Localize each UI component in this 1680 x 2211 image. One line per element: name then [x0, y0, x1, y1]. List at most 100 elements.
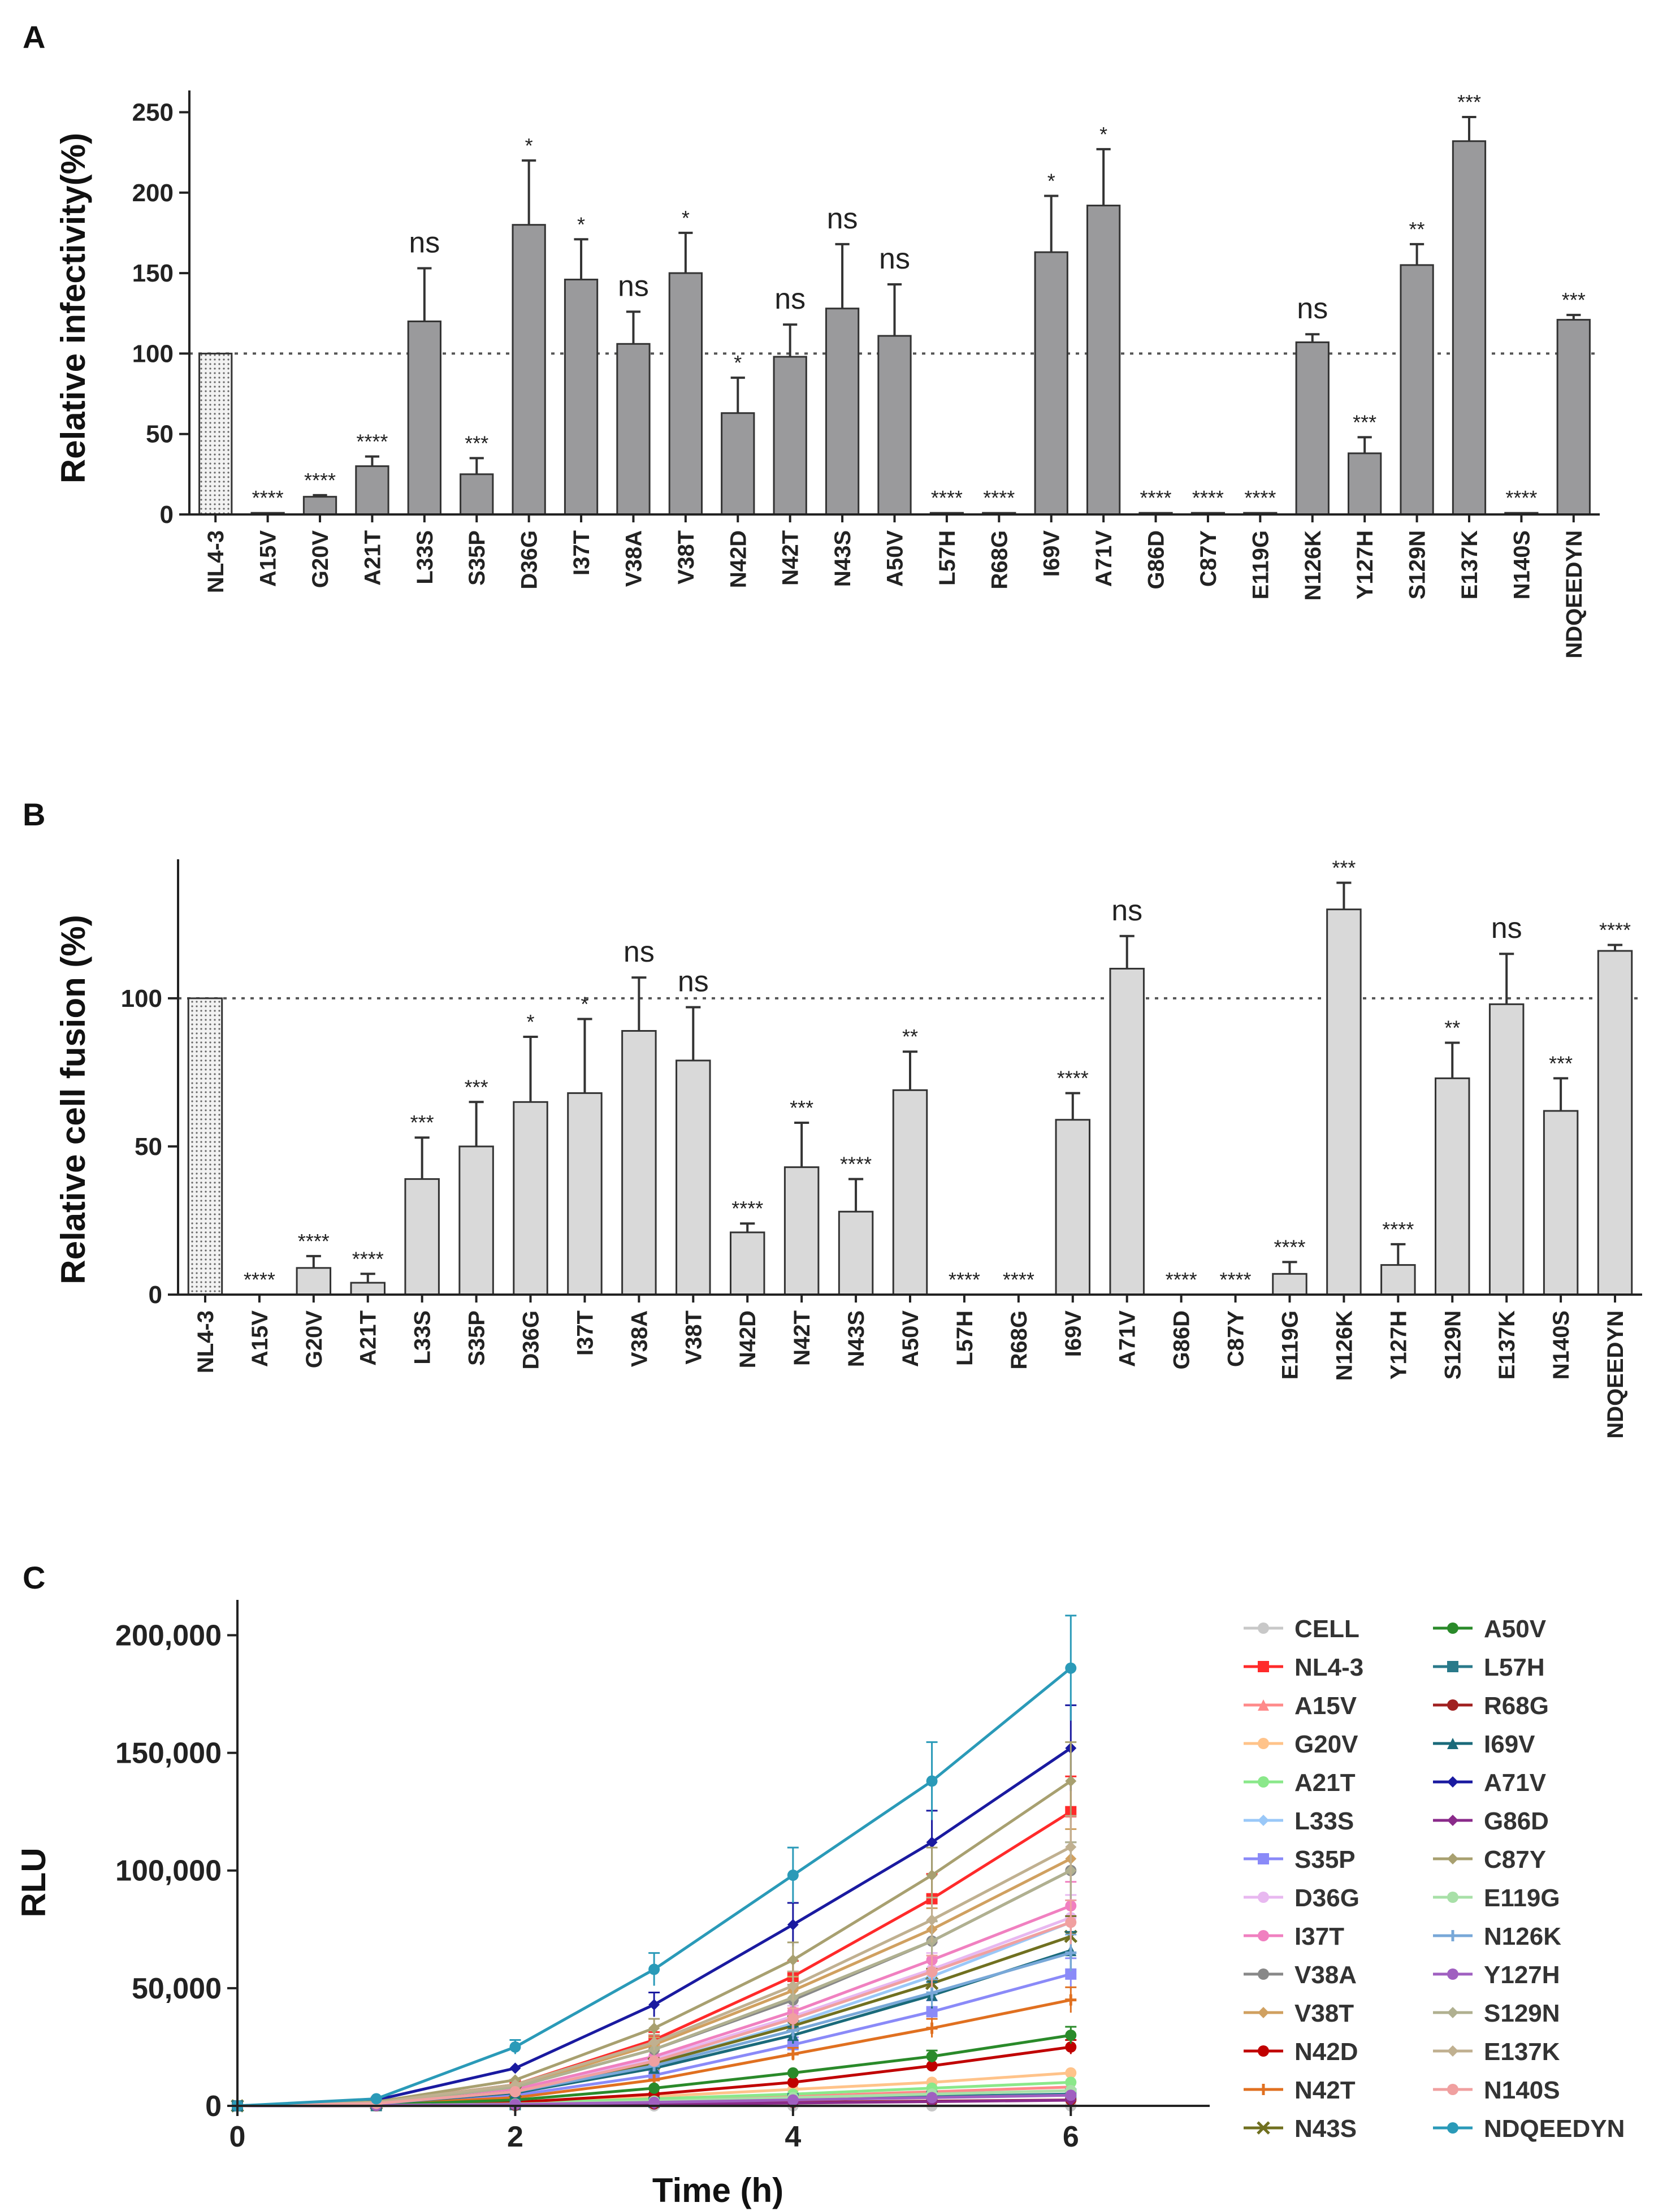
- legend-marker-c87y: [1447, 1853, 1458, 1864]
- x-tick-label-n43s: N43S: [844, 1310, 869, 1367]
- bar-g20v: [296, 1267, 332, 1296]
- point-e137k: [648, 2036, 660, 2048]
- bar-a21t: [355, 465, 389, 516]
- x-tick-label-i69v: I69V: [1040, 530, 1064, 577]
- bar-i37t: [564, 278, 599, 516]
- legend-marker-d36g: [1258, 1892, 1269, 1903]
- legend-marker-r68g: [1447, 1699, 1458, 1711]
- x-tick-label-n140s: N140S: [1509, 530, 1534, 599]
- x-tick-label-g20v: G20V: [302, 1310, 327, 1369]
- x-tick-label-n42d: N42D: [726, 530, 751, 588]
- significance-n126k: ns: [1297, 292, 1328, 325]
- bar-s35p: [460, 473, 494, 516]
- point-ndqeedyn: [509, 2041, 521, 2053]
- x-tick-label-c87y: C87Y: [1196, 530, 1221, 587]
- legend-item-g86d: G86D: [1433, 1807, 1549, 1835]
- legend-label-a71v: A71V: [1484, 1769, 1547, 1797]
- significance-s35p: ***: [465, 1075, 488, 1098]
- x-tick-label-i37t: I37T: [573, 1310, 597, 1356]
- legend-item-r68g: R68G: [1433, 1692, 1549, 1720]
- point-y127h: [787, 2094, 799, 2106]
- significance-a15v: ****: [244, 1268, 275, 1291]
- x-tick-label-n43s: N43S: [830, 530, 855, 587]
- legend-item-n42t: N42T: [1244, 2076, 1356, 2104]
- x-tick-label-l57h: L57H: [952, 1310, 977, 1366]
- legend-item-a15v: A15V: [1244, 1692, 1357, 1720]
- x-tick-label-s129n: S129N: [1405, 530, 1430, 599]
- bar-l33s: [407, 320, 441, 516]
- legend-label-c87y: C87Y: [1484, 1846, 1546, 1873]
- legend-item-n140s: N140S: [1433, 2076, 1560, 2104]
- legend-item-i69v: I69V: [1433, 1730, 1535, 1758]
- point-a50v: [648, 2082, 660, 2094]
- x-tick-label-n140s: N140S: [1549, 1310, 1574, 1379]
- x-tick-label-r68g: R68G: [1007, 1310, 1032, 1370]
- panel-c: C RLU Time (h) 0 50,000 100,000 150,000 200,…: [15, 1560, 1625, 2209]
- significance-l57h: ****: [949, 1268, 980, 1291]
- y-tick-label: 0: [160, 501, 174, 529]
- point-n140s: [787, 2013, 799, 2024]
- legend-marker-a71v: [1447, 1776, 1458, 1788]
- significance-d36g: *: [525, 134, 533, 157]
- point-a71v: [787, 1919, 799, 1931]
- bar-nl4-3: [198, 352, 233, 516]
- significance-i69v: *: [1047, 169, 1055, 192]
- significance-ndqeedyn: ****: [1599, 919, 1631, 942]
- legend-marker-nl4-3: [1258, 1661, 1269, 1672]
- bar-n140s: [1543, 1110, 1579, 1296]
- x-tick-label-e137k: E137K: [1495, 1310, 1519, 1379]
- significance-r68g: ****: [1003, 1268, 1034, 1291]
- legend-marker-a21t: [1258, 1776, 1269, 1788]
- significance-g20v: ****: [298, 1230, 330, 1253]
- x-tick-label-e119g: E119G: [1278, 1310, 1302, 1379]
- significance-l57h: ****: [931, 486, 963, 509]
- bar-s35p: [458, 1145, 494, 1296]
- significance-a21t: ****: [352, 1247, 384, 1270]
- significance-e119g: ****: [1274, 1235, 1305, 1258]
- y-tick-label: 50: [146, 421, 174, 448]
- legend-item-nl4-3: NL4-3: [1244, 1654, 1363, 1681]
- point-n42t: [926, 2022, 938, 2034]
- significance-d36g: *: [527, 1010, 535, 1033]
- bar-nl4-3: [187, 997, 223, 1296]
- legend-marker-v38t: [1258, 2007, 1269, 2018]
- bar-a50v: [877, 335, 912, 516]
- point-n42d: [1065, 2041, 1077, 2053]
- panel-a-y-axis-title: Relative infectivity(%): [54, 133, 92, 483]
- legend-label-n42d: N42D: [1294, 2038, 1358, 2066]
- y-tick-label: 150: [132, 259, 174, 287]
- legend-marker-a15v: [1258, 1699, 1269, 1711]
- significance-v38t: ns: [678, 966, 709, 998]
- legend-label-n126k: N126K: [1484, 1923, 1561, 1950]
- x-tick-label-c87y: C87Y: [1224, 1310, 1249, 1367]
- significance-y127h: ***: [1353, 410, 1376, 434]
- legend-label-d36g: D36G: [1294, 1884, 1359, 1912]
- point-s35p: [926, 2006, 938, 2018]
- y-tick-label: 200,000: [115, 1619, 222, 1652]
- legend-label-g20v: G20V: [1294, 1730, 1358, 1758]
- legend-item-n43s: N43S: [1244, 2115, 1357, 2143]
- bar-n42d: [729, 1231, 765, 1296]
- x-tick-label-l57h: L57H: [935, 530, 960, 586]
- x-tick-label-s35p: S35P: [465, 1310, 490, 1366]
- legend-label-v38a: V38A: [1294, 1961, 1357, 1989]
- x-tick-label-n42t: N42T: [778, 530, 803, 586]
- x-tick-label-nl4-3: NL4-3: [193, 1310, 218, 1373]
- y-tick-label: 50: [135, 1133, 162, 1161]
- bar-n43s: [838, 1210, 874, 1296]
- y-tick-label: 0: [149, 1281, 162, 1309]
- point-ndqeedyn: [787, 1870, 799, 1881]
- x-tick-label-l33s: L33S: [410, 1310, 435, 1365]
- legend-marker-s35p: [1258, 1853, 1269, 1864]
- legend-marker-e119g: [1447, 1892, 1458, 1903]
- significance-v38t: *: [682, 206, 690, 230]
- bar-ndqeedyn: [1556, 319, 1591, 516]
- bar-s129n: [1435, 1077, 1470, 1296]
- point-y127h: [926, 2092, 938, 2104]
- x-tick-label-a50v: A50V: [898, 1310, 923, 1367]
- significance-c87y: ****: [1192, 486, 1224, 509]
- significance-a71v: ns: [1111, 894, 1142, 927]
- legend-label-s129n: S129N: [1484, 2000, 1560, 2027]
- significance-l33s: ns: [409, 227, 440, 259]
